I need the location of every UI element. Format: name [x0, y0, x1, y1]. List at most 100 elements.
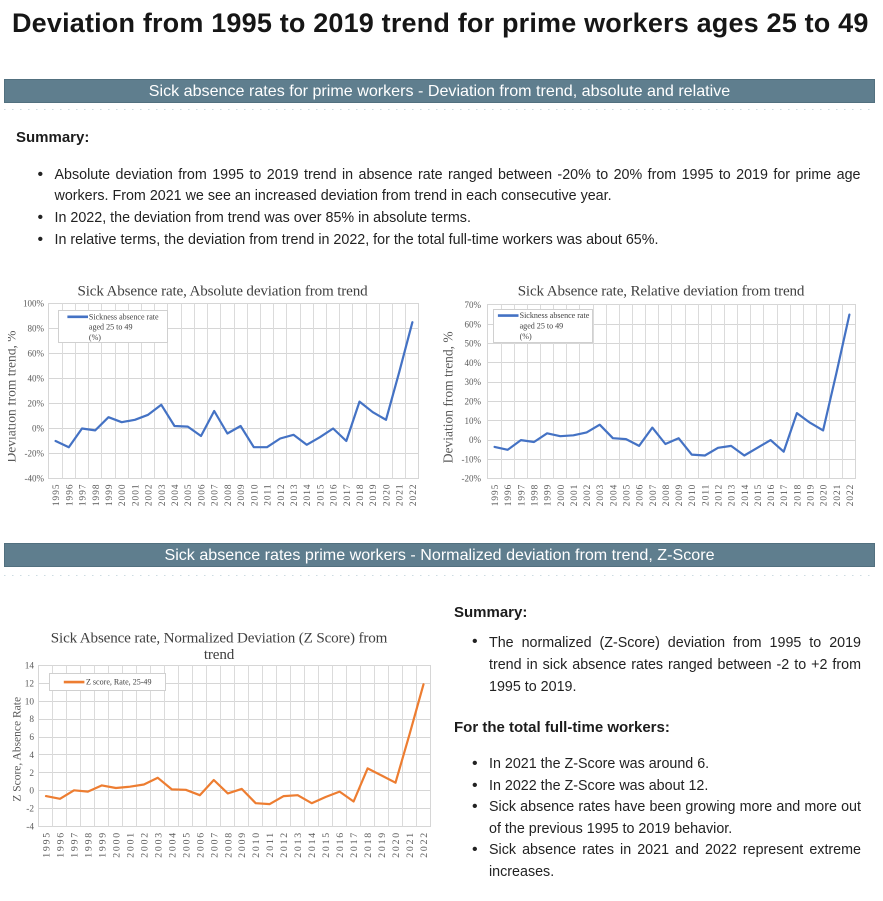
svg-text:2000: 2000	[118, 484, 128, 507]
svg-text:1996: 1996	[504, 484, 514, 507]
svg-text:(%): (%)	[89, 333, 101, 342]
svg-text:aged 25 to 49: aged 25 to 49	[89, 323, 133, 332]
svg-text:1997: 1997	[70, 831, 81, 858]
svg-text:14: 14	[25, 662, 35, 672]
svg-text:2002: 2002	[139, 831, 150, 858]
svg-text:2003: 2003	[158, 484, 168, 507]
svg-text:2009: 2009	[237, 831, 248, 858]
svg-text:2007: 2007	[211, 484, 221, 507]
svg-text:trend: trend	[204, 647, 235, 663]
svg-text:10%: 10%	[465, 416, 482, 426]
svg-text:2015: 2015	[754, 484, 764, 507]
svg-text:2007: 2007	[209, 831, 220, 858]
svg-text:-20%: -20%	[462, 474, 482, 484]
svg-text:1997: 1997	[79, 484, 89, 507]
svg-text:2017: 2017	[349, 831, 360, 858]
svg-text:2011: 2011	[264, 484, 274, 506]
svg-text:2003: 2003	[596, 484, 606, 507]
svg-text:2011: 2011	[265, 831, 276, 857]
svg-text:2018: 2018	[363, 831, 374, 858]
svg-text:Deviation from trend, %: Deviation from trend, %	[441, 331, 456, 463]
svg-text:2020: 2020	[383, 484, 393, 507]
svg-text:-4: -4	[26, 823, 34, 833]
svg-text:2: 2	[29, 769, 34, 779]
svg-text:1997: 1997	[517, 484, 527, 507]
svg-text:2000: 2000	[111, 831, 122, 858]
svg-text:2004: 2004	[171, 484, 181, 507]
svg-text:2001: 2001	[125, 831, 136, 858]
svg-text:20%: 20%	[465, 397, 482, 407]
svg-text:2019: 2019	[807, 484, 817, 507]
svg-text:1999: 1999	[105, 484, 115, 507]
svg-text:12: 12	[25, 679, 35, 689]
svg-text:2019: 2019	[377, 831, 388, 858]
svg-text:Z Score, Absence Rate: Z Score, Absence Rate	[12, 697, 24, 802]
svg-text:80%: 80%	[28, 324, 45, 334]
svg-text:2001: 2001	[570, 484, 580, 507]
svg-text:2012: 2012	[277, 484, 287, 507]
svg-text:2014: 2014	[303, 484, 313, 507]
svg-text:2016: 2016	[330, 484, 340, 507]
svg-text:-40%: -40%	[25, 474, 45, 484]
svg-text:8: 8	[29, 715, 34, 725]
svg-text:-20%: -20%	[25, 449, 45, 459]
svg-text:2006: 2006	[195, 831, 206, 858]
svg-text:2000: 2000	[557, 484, 567, 507]
svg-text:aged 25 to 49: aged 25 to 49	[520, 322, 564, 331]
svg-text:2018: 2018	[356, 484, 366, 507]
svg-text:2005: 2005	[181, 831, 192, 858]
svg-text:2015: 2015	[321, 831, 332, 858]
svg-text:0%: 0%	[32, 424, 45, 434]
svg-text:2022: 2022	[419, 831, 430, 858]
svg-text:1998: 1998	[531, 484, 541, 507]
svg-text:2006: 2006	[636, 484, 646, 507]
svg-text:1995: 1995	[52, 484, 62, 507]
svg-text:0%: 0%	[469, 435, 482, 445]
svg-text:50%: 50%	[465, 339, 482, 349]
svg-text:0: 0	[29, 787, 34, 797]
svg-text:6: 6	[29, 733, 34, 743]
svg-text:2022: 2022	[409, 484, 419, 507]
svg-text:Sickness absence rate: Sickness absence rate	[89, 312, 159, 321]
svg-text:1996: 1996	[65, 484, 75, 507]
svg-text:2008: 2008	[662, 484, 672, 507]
svg-text:2021: 2021	[396, 484, 406, 507]
svg-text:60%: 60%	[465, 319, 482, 329]
svg-text:2003: 2003	[153, 831, 164, 858]
svg-text:2020: 2020	[391, 831, 402, 858]
svg-text:1999: 1999	[97, 831, 108, 858]
svg-text:2013: 2013	[290, 484, 300, 507]
svg-text:40%: 40%	[28, 374, 45, 384]
svg-text:-2: -2	[26, 805, 34, 815]
svg-text:40%: 40%	[465, 358, 482, 368]
svg-text:2001: 2001	[131, 484, 141, 507]
svg-text:4: 4	[29, 751, 34, 761]
svg-text:2014: 2014	[307, 831, 318, 858]
svg-text:2022: 2022	[846, 484, 856, 507]
svg-text:Z score, Rate, 25-49: Z score, Rate, 25-49	[86, 678, 151, 687]
svg-text:2005: 2005	[623, 484, 633, 507]
svg-text:2009: 2009	[675, 484, 685, 507]
svg-text:2013: 2013	[293, 831, 304, 858]
svg-text:Sick Absence rate, Relative de: Sick Absence rate, Relative deviation fr…	[518, 284, 805, 300]
svg-text:2012: 2012	[279, 831, 290, 858]
svg-text:2018: 2018	[793, 484, 803, 507]
svg-text:Sick Absence rate, Normalized: Sick Absence rate, Normalized Deviation …	[51, 631, 388, 647]
svg-text:2011: 2011	[701, 484, 711, 506]
svg-text:Sick Absence rate, Absolute de: Sick Absence rate, Absolute deviation fr…	[78, 284, 369, 300]
svg-text:1995: 1995	[42, 831, 53, 858]
svg-text:2016: 2016	[335, 831, 346, 858]
svg-text:2010: 2010	[250, 484, 260, 507]
svg-text:30%: 30%	[465, 377, 482, 387]
svg-text:2008: 2008	[224, 484, 234, 507]
svg-text:2017: 2017	[780, 484, 790, 507]
svg-text:20%: 20%	[28, 399, 45, 409]
svg-text:Deviation from trend, %: Deviation from trend, %	[8, 331, 19, 463]
svg-text:2002: 2002	[583, 484, 593, 507]
svg-text:1996: 1996	[56, 831, 67, 858]
svg-text:2004: 2004	[609, 484, 619, 507]
svg-text:2015: 2015	[316, 484, 326, 507]
svg-text:100%: 100%	[23, 299, 45, 309]
svg-text:2010: 2010	[688, 484, 698, 507]
svg-text:(%): (%)	[520, 332, 532, 341]
